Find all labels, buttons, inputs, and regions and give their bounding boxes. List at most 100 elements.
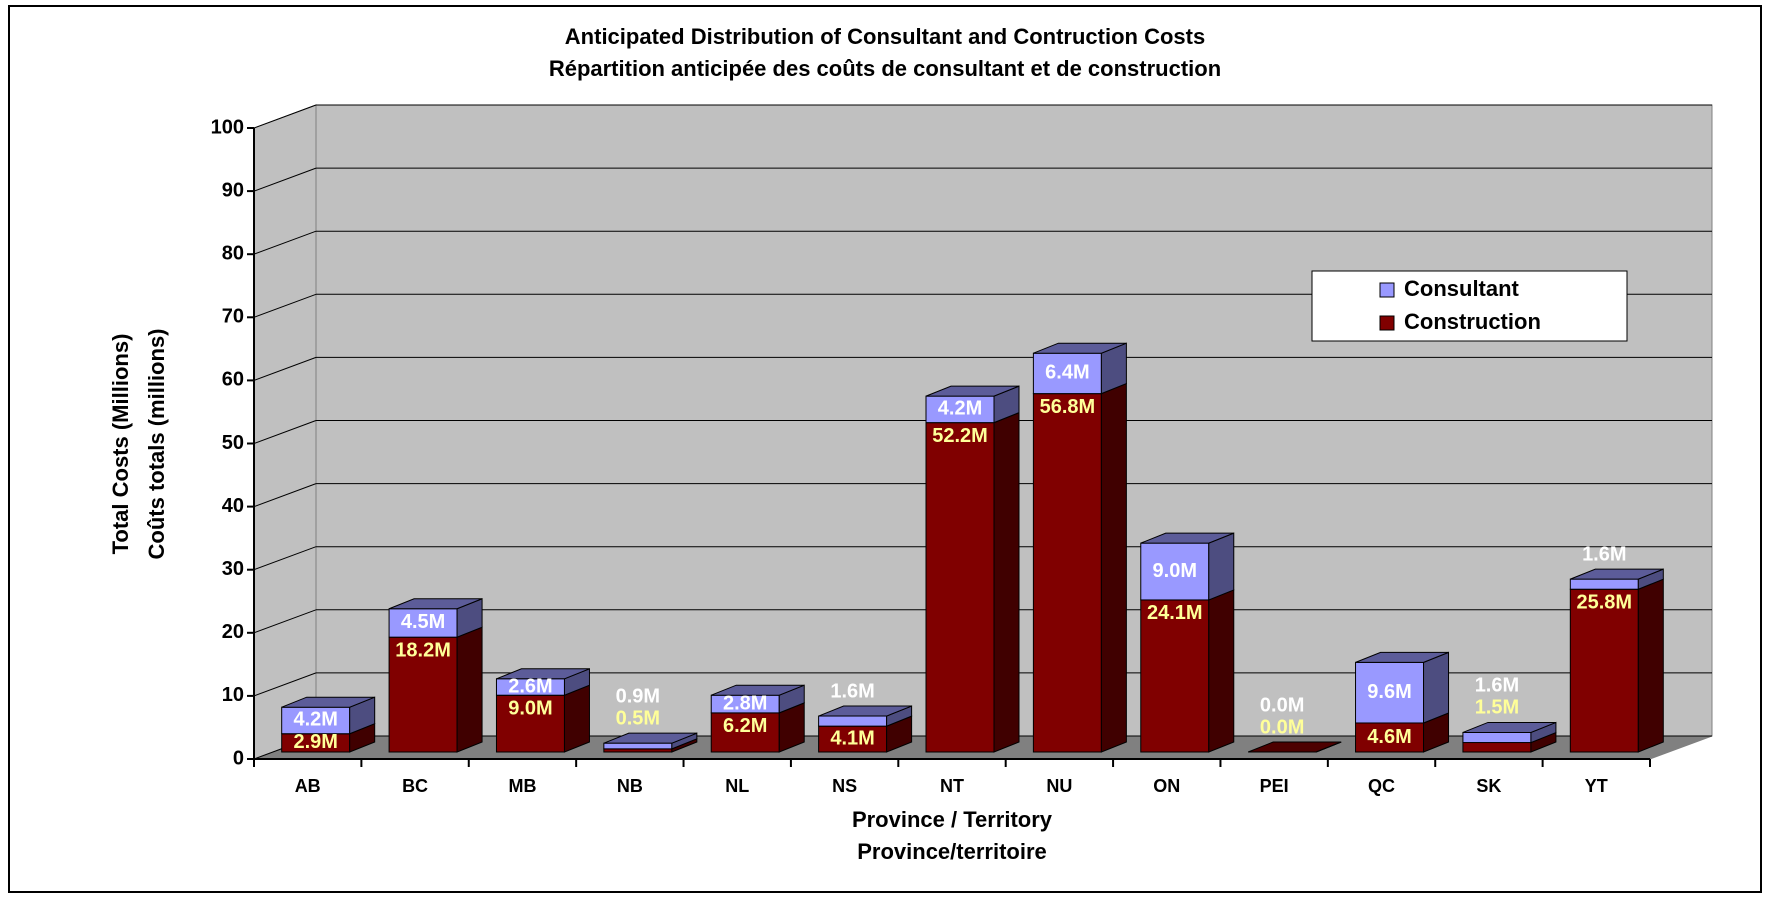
bar-front [1032, 393, 1102, 753]
value-label: 9.0M [508, 697, 552, 719]
y-tick-label: 40 [222, 495, 244, 517]
grid-line [253, 546, 317, 571]
value-label: 2.8M [723, 692, 767, 714]
value-label: 0.9M [616, 685, 660, 707]
x-tick-label: NT [940, 776, 964, 796]
bar-front [1032, 352, 1102, 395]
bar-side [563, 684, 590, 753]
y-tick-label: 100 [211, 116, 244, 138]
x-axis-label: Province / Territory [852, 807, 1053, 832]
bar-front [603, 742, 673, 750]
grid-line [253, 483, 317, 508]
value-label: 1.6M [1475, 675, 1519, 697]
value-label: 0.0M [1260, 716, 1304, 738]
bar-top [281, 696, 375, 708]
y-tick-label: 80 [222, 242, 244, 264]
legend-box [1311, 270, 1628, 342]
value-label: 52.2M [932, 425, 988, 447]
grid-line [253, 672, 317, 697]
bar-front [1462, 731, 1532, 744]
bar-side [1100, 382, 1127, 753]
y-tick-label: 70 [222, 306, 244, 328]
grid-line [253, 609, 317, 634]
legend-label: Consultant [1404, 276, 1520, 301]
bar-top [496, 668, 590, 680]
value-label: 24.1M [1147, 602, 1203, 624]
chart-subtitle: Répartition anticipée des coûts de consu… [549, 56, 1221, 81]
value-label: 2.6M [508, 675, 552, 697]
grid-line [253, 104, 317, 129]
y-tick-label: 90 [222, 179, 244, 201]
bar-front [818, 715, 888, 727]
value-label: 4.2M [938, 398, 982, 420]
grid-line [253, 420, 317, 444]
x-tick-label: NS [832, 776, 857, 796]
value-label: 1.5M [1475, 697, 1519, 719]
bar-top [925, 385, 1020, 397]
value-label: 9.6M [1367, 681, 1411, 703]
x-tick-label: SK [1476, 776, 1501, 796]
x-tick-label: ON [1153, 776, 1180, 796]
y-tick-label: 20 [222, 621, 244, 643]
value-label: 0.5M [616, 707, 660, 729]
bar-top [711, 684, 805, 696]
value-label: 1.6M [830, 680, 874, 702]
x-tick-label: MB [508, 776, 536, 796]
y-tick-label: 30 [222, 558, 244, 580]
bar-side [993, 411, 1020, 753]
value-label: 18.2M [395, 639, 451, 661]
y-axis-label: Total Costs (Millions) [108, 334, 133, 555]
value-label: 1.6M [1582, 543, 1626, 565]
value-label: 2.9M [293, 731, 337, 753]
y-tick-label: 50 [222, 432, 244, 454]
x-axis-label: Province/territoire [857, 839, 1047, 864]
bar-top [388, 598, 483, 610]
value-label: 9.0M [1153, 560, 1197, 582]
bar-front [1462, 742, 1532, 753]
value-label: 0.0M [1260, 694, 1304, 716]
grid-line [253, 230, 317, 255]
bar-top [1355, 651, 1449, 663]
bar-side [1637, 578, 1664, 753]
y-tick-label: 0 [233, 747, 244, 769]
bar-top [1140, 532, 1234, 544]
legend-swatch [1379, 282, 1395, 298]
x-tick-label: NB [617, 776, 643, 796]
y-axis-label: Coûts totals (millions) [144, 329, 169, 560]
bar-front [388, 608, 458, 638]
bar-front [1569, 578, 1639, 590]
chart-title: Anticipated Distribution of Consultant a… [565, 24, 1205, 49]
legend-swatch [1379, 315, 1395, 331]
y-tick-label: 10 [222, 684, 244, 706]
bar-side [1315, 741, 1342, 753]
grid-line [253, 356, 317, 381]
value-label: 4.1M [830, 727, 874, 749]
grid-line [253, 293, 317, 318]
legend-label: Construction [1404, 309, 1541, 334]
x-tick-label: PEI [1260, 776, 1289, 796]
value-label: 6.2M [723, 715, 767, 737]
x-tick-label: NL [725, 776, 749, 796]
bar-top [603, 732, 698, 744]
bar-front [1140, 542, 1210, 601]
x-tick-label: NU [1046, 776, 1072, 796]
value-label: 4.5M [401, 611, 445, 633]
x-tick-label: QC [1368, 776, 1395, 796]
x-tick-label: AB [295, 776, 321, 796]
grid-line [253, 167, 317, 192]
value-label: 4.2M [293, 709, 337, 731]
bar-side [1208, 589, 1235, 753]
value-label: 56.8M [1040, 396, 1096, 418]
bar-side [1423, 651, 1450, 724]
value-label: 6.4M [1045, 362, 1089, 384]
bar-front [1569, 588, 1639, 753]
bar-top [1462, 721, 1557, 733]
x-tick-label: BC [402, 776, 428, 796]
bar-front [925, 422, 995, 753]
value-label: 4.6M [1367, 726, 1411, 748]
bar-front [710, 712, 780, 753]
bar-side [1208, 532, 1235, 601]
bar-front [925, 395, 995, 424]
bar-top [818, 705, 912, 717]
